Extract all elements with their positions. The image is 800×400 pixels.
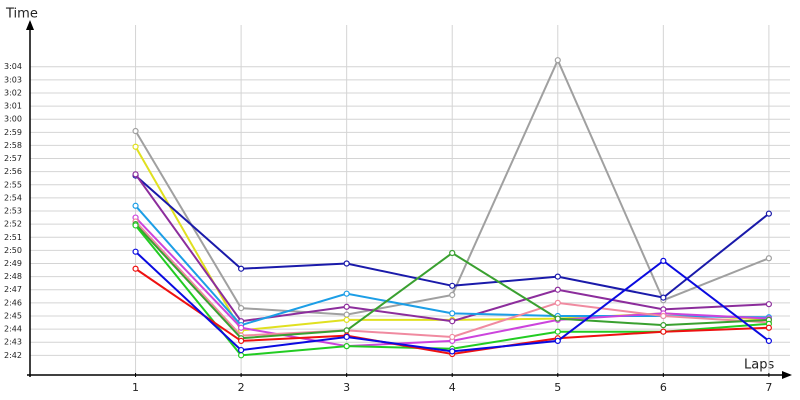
point (449, 310, 456, 317)
y-tick-label: 2:56 (4, 167, 22, 176)
point (554, 328, 561, 335)
y-tick-label: 2:42 (4, 351, 22, 360)
x-tick-label: 3 (343, 381, 350, 394)
y-tick-label: 3:01 (4, 102, 22, 111)
point (343, 303, 350, 310)
point (660, 257, 667, 264)
point (449, 249, 456, 257)
y-axis-label: Time (5, 7, 38, 22)
y-tick-label: 2:47 (4, 285, 22, 294)
point (449, 291, 456, 299)
point (343, 333, 350, 341)
y-tick-label: 2:48 (4, 272, 22, 281)
point (765, 210, 772, 217)
point (343, 316, 350, 324)
point (660, 294, 667, 301)
point (343, 290, 350, 297)
y-tick-label: 2:57 (4, 154, 22, 163)
y-tick-label: 3:03 (4, 75, 22, 84)
point (765, 255, 772, 262)
point (765, 324, 772, 331)
y-tick-label: 2:52 (4, 220, 22, 229)
point (554, 315, 561, 322)
point (238, 265, 245, 272)
x-tick-label: 7 (765, 381, 772, 394)
x-tick-label: 6 (660, 381, 667, 394)
y-tick-label: 2:58 (4, 141, 22, 150)
point (132, 265, 139, 272)
y-tick-label: 2:49 (4, 259, 22, 268)
point (238, 337, 245, 344)
y-tick-label: 3:00 (4, 115, 22, 124)
y-tick-label: 2:53 (4, 207, 22, 216)
x-tick-label: 4 (449, 381, 456, 394)
point (132, 222, 139, 229)
point (343, 327, 350, 334)
point (449, 282, 456, 289)
y-tick-label: 2:46 (4, 298, 22, 307)
point (132, 143, 139, 150)
x-axis-arrow (782, 371, 792, 379)
point (238, 352, 245, 359)
y-tick-label: 2:59 (4, 128, 22, 137)
point (660, 322, 667, 329)
y-tick-label: 3:02 (4, 88, 22, 97)
x-axis-label: Laps (744, 358, 774, 373)
y-tick-label: 2:54 (4, 193, 22, 202)
point (449, 333, 456, 341)
y-axis-arrow (26, 20, 34, 30)
point (238, 324, 245, 331)
point (132, 202, 139, 209)
y-tick-label: 2:55 (4, 180, 22, 189)
point (554, 57, 561, 64)
point (554, 337, 561, 344)
point (238, 304, 245, 312)
y-tick-label: 2:45 (4, 311, 22, 320)
point (238, 346, 245, 354)
point (343, 311, 350, 318)
y-tick-label: 2:44 (4, 325, 22, 334)
point (660, 328, 667, 335)
point (765, 301, 772, 308)
y-tick-label: 2:43 (4, 338, 22, 347)
point (449, 318, 456, 325)
y-tick-label: 2:51 (4, 233, 22, 242)
x-tick-label: 2 (238, 381, 245, 394)
point (132, 171, 139, 178)
y-tick-label: 3:04 (4, 62, 22, 71)
point (554, 273, 561, 280)
point (660, 312, 667, 320)
x-tick-label: 5 (554, 381, 561, 394)
point (343, 260, 350, 267)
y-tick-label: 2:50 (4, 246, 22, 255)
point (554, 286, 561, 293)
point (132, 248, 139, 255)
x-tick-label: 1 (132, 381, 139, 394)
point (765, 337, 772, 344)
point (132, 127, 139, 135)
point (554, 299, 561, 306)
point (343, 343, 350, 350)
point (449, 348, 456, 355)
